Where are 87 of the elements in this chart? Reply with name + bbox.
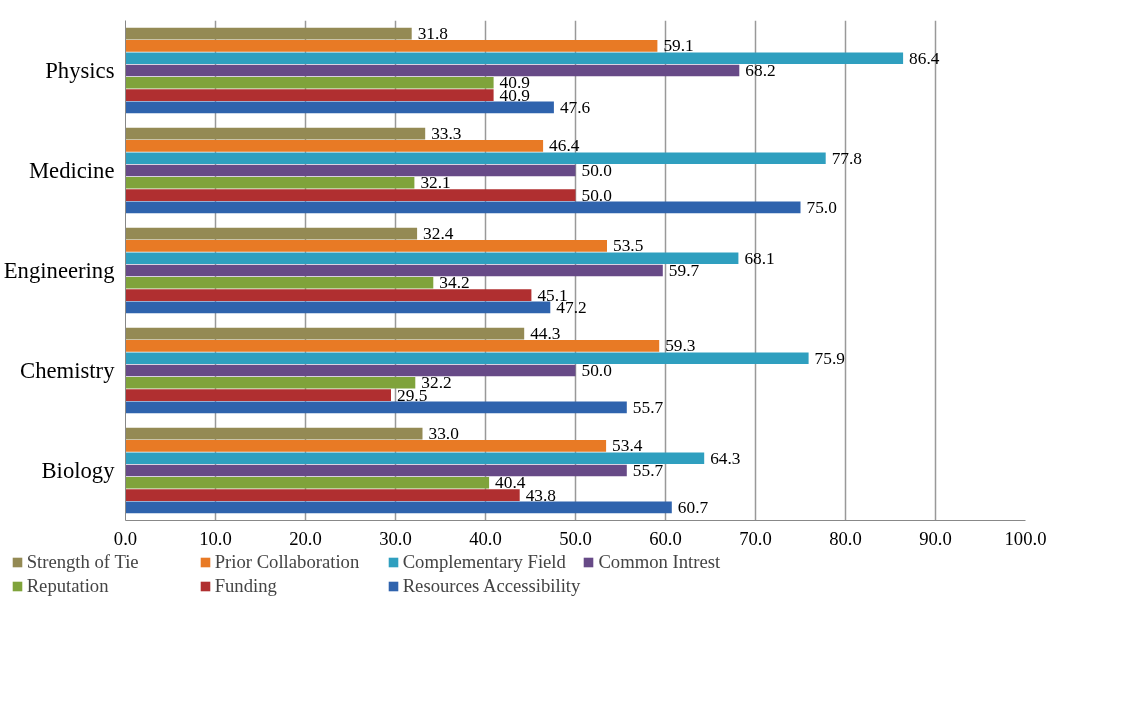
data-label: 40.4 xyxy=(495,473,526,493)
bar xyxy=(125,401,627,414)
bar xyxy=(125,101,554,114)
bar xyxy=(125,152,826,165)
bar xyxy=(125,276,434,289)
bar xyxy=(125,189,576,201)
y-tick-label: Medicine xyxy=(28,158,115,183)
data-label: 33.3 xyxy=(431,124,462,144)
data-label: 59.1 xyxy=(663,36,694,56)
bar xyxy=(125,140,544,152)
x-tick-label: 90.0 xyxy=(919,527,952,549)
legend-label: Funding xyxy=(214,575,278,597)
bar xyxy=(125,264,663,277)
bar xyxy=(125,501,672,514)
data-label: 44.3 xyxy=(530,324,561,344)
y-tick-label: Physics xyxy=(45,58,115,83)
data-label: 50.0 xyxy=(581,161,612,180)
x-tick-label: 30.0 xyxy=(379,527,412,549)
data-label: 34.2 xyxy=(439,273,470,293)
data-label: 43.8 xyxy=(525,485,557,505)
bar xyxy=(125,389,391,401)
data-label: 75.0 xyxy=(806,197,837,217)
bar xyxy=(125,164,576,177)
bar xyxy=(125,64,740,77)
data-label: 75.9 xyxy=(814,348,845,368)
bar xyxy=(125,376,416,389)
x-tick-label: 100.0 xyxy=(1004,527,1047,549)
bar xyxy=(125,489,520,501)
data-label: 59.7 xyxy=(668,261,700,280)
data-label: 64.3 xyxy=(710,448,741,468)
bar xyxy=(125,76,494,89)
data-label: 50.0 xyxy=(581,361,612,380)
bar xyxy=(125,52,904,65)
legend-label: Reputation xyxy=(26,575,110,597)
y-tick-label: Engineering xyxy=(3,258,115,283)
bar xyxy=(125,289,532,301)
x-tick-label: 20.0 xyxy=(289,527,322,549)
bar xyxy=(125,476,490,489)
bar xyxy=(125,340,660,352)
x-tick-label: 80.0 xyxy=(829,527,862,549)
bar xyxy=(125,452,705,465)
bar xyxy=(125,40,658,52)
data-label: 68.2 xyxy=(745,61,776,80)
x-tick-label: 50.0 xyxy=(559,527,592,549)
legend-label: Strength of Tie xyxy=(26,551,140,573)
data-label: 77.8 xyxy=(831,148,863,168)
data-label: 86.4 xyxy=(909,48,940,68)
bar xyxy=(125,227,418,240)
legend-label: Complementary Field xyxy=(402,551,567,573)
data-label: 60.7 xyxy=(677,497,709,517)
bar xyxy=(125,127,426,140)
x-tick-label: 70.0 xyxy=(739,527,772,549)
bar xyxy=(125,464,627,477)
bar xyxy=(125,201,801,214)
legend-label: Resources Accessibility xyxy=(402,575,581,597)
bar xyxy=(125,252,739,265)
data-label: 55.7 xyxy=(632,461,664,480)
data-label: 55.7 xyxy=(632,397,664,417)
data-label: 46.4 xyxy=(549,136,580,156)
data-label: 68.1 xyxy=(744,248,775,268)
bar xyxy=(125,352,809,365)
bar xyxy=(125,27,412,40)
bar xyxy=(125,240,607,252)
data-label: 50.0 xyxy=(581,185,612,205)
bar xyxy=(125,427,423,440)
bar xyxy=(125,327,525,340)
y-tick-label: Chemistry xyxy=(20,358,116,383)
data-label: 53.4 xyxy=(612,436,643,456)
x-tick-label: 0.0 xyxy=(113,527,138,549)
legend-label: Prior Collaboration xyxy=(214,551,361,573)
data-label: 53.5 xyxy=(613,236,644,256)
data-label: 32.4 xyxy=(423,224,454,244)
legend-label: Common Intrest xyxy=(598,551,722,573)
x-tick-label: 40.0 xyxy=(469,527,502,549)
bar xyxy=(125,364,576,377)
data-label: 47.6 xyxy=(559,97,591,117)
bar xyxy=(125,89,494,101)
bar xyxy=(125,440,607,452)
data-label: 31.8 xyxy=(417,24,449,44)
x-tick-label: 60.0 xyxy=(649,527,682,549)
bar xyxy=(125,176,415,189)
y-tick-label: Biology xyxy=(41,458,116,483)
x-tick-label: 10.0 xyxy=(199,527,232,549)
data-label: 33.0 xyxy=(428,424,459,444)
data-label: 59.3 xyxy=(665,336,696,356)
data-label: 32.1 xyxy=(420,173,451,193)
bar xyxy=(125,301,551,314)
